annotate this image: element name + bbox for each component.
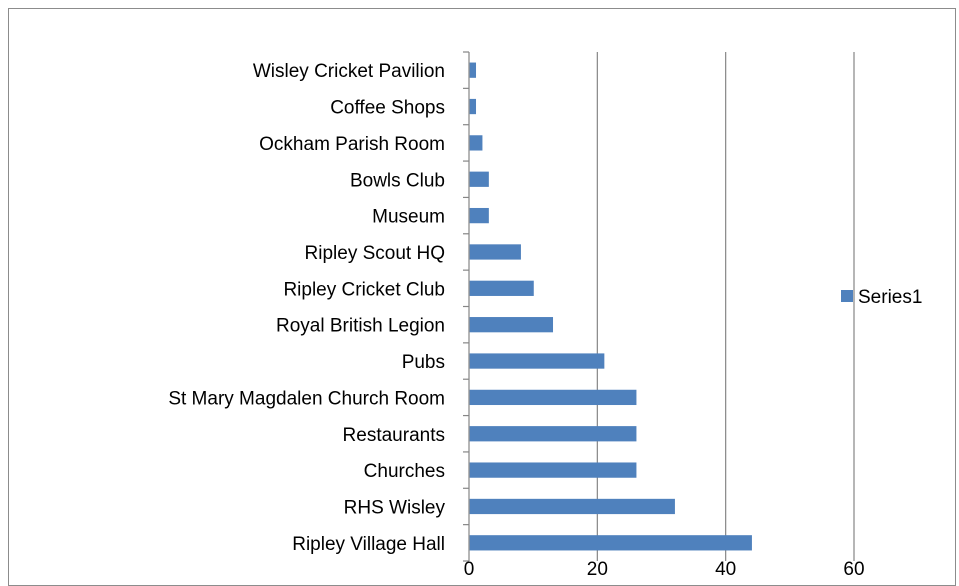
tick-labels: 0 20 40 60 bbox=[464, 559, 865, 580]
category-label: Restaurants bbox=[343, 425, 445, 446]
bar bbox=[469, 62, 477, 78]
category-label: Pubs bbox=[402, 352, 445, 373]
legend: Series1 bbox=[841, 287, 922, 308]
bar bbox=[469, 207, 489, 224]
legend-swatch bbox=[841, 290, 853, 302]
category-label: Museum bbox=[372, 207, 445, 228]
bar bbox=[469, 462, 637, 478]
category-label: Churches bbox=[364, 461, 445, 482]
bar bbox=[469, 244, 521, 260]
chart-frame bbox=[8, 8, 956, 586]
category-label: Ripley Cricket Club bbox=[283, 279, 445, 300]
bars bbox=[469, 62, 752, 551]
x-tick-label: 0 bbox=[464, 559, 475, 580]
legend-label: Series1 bbox=[858, 287, 922, 308]
bar bbox=[469, 389, 637, 406]
x-tick-label: 20 bbox=[587, 559, 608, 580]
bar bbox=[469, 498, 675, 515]
bar bbox=[469, 98, 477, 115]
category-label: Wisley Cricket Pavilion bbox=[253, 61, 445, 82]
category-label: RHS Wisley bbox=[344, 497, 446, 518]
category-label: Royal British Legion bbox=[276, 316, 445, 337]
axes bbox=[463, 51, 470, 562]
grid-lines bbox=[596, 52, 855, 561]
bar bbox=[469, 426, 637, 442]
bar bbox=[469, 135, 483, 151]
x-tick-label: 60 bbox=[843, 559, 864, 580]
x-tick-label: 40 bbox=[715, 559, 736, 580]
bar bbox=[469, 353, 605, 369]
bar bbox=[469, 535, 752, 551]
category-label: Bowls Club bbox=[350, 170, 445, 191]
bar bbox=[469, 317, 554, 333]
category-label: Coffee Shops bbox=[330, 98, 445, 119]
bar bbox=[469, 171, 489, 187]
category-label: Ockham Parish Room bbox=[259, 134, 445, 155]
category-label: Ripley Scout HQ bbox=[305, 243, 445, 264]
category-label: St Mary Magdalen Church Room bbox=[168, 388, 445, 409]
bar bbox=[469, 280, 534, 296]
category-label: Ripley Village Hall bbox=[292, 534, 445, 555]
category-labels: Ripley Village Hall RHS Wisley Churches Res… bbox=[168, 61, 445, 555]
